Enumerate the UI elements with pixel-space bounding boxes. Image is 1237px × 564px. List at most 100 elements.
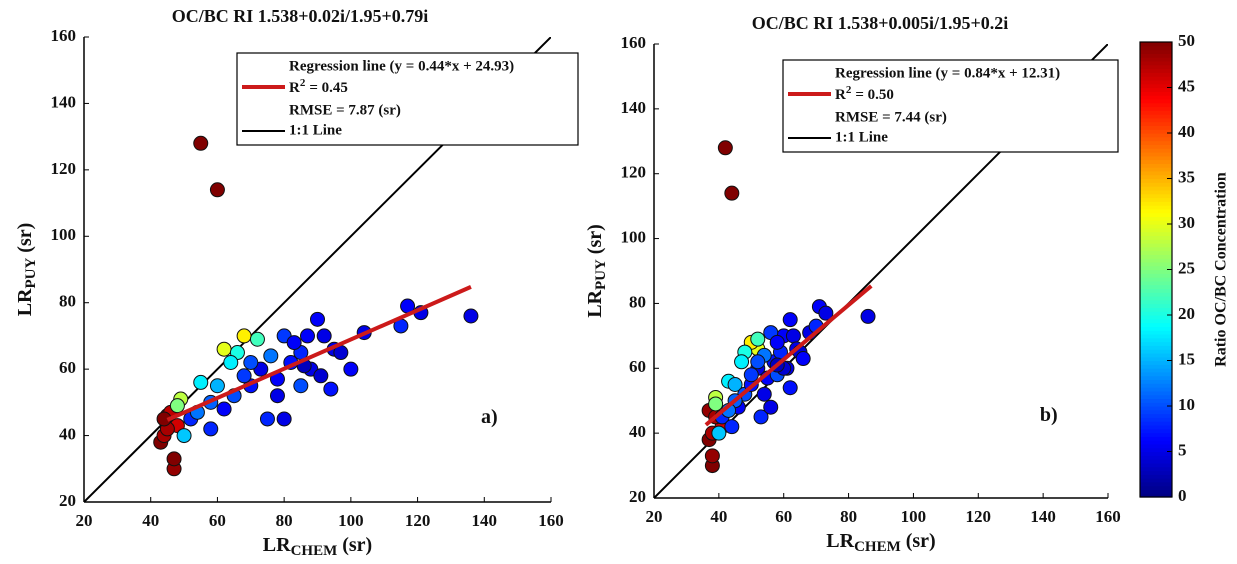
colorbar-slice xyxy=(1140,478,1172,483)
x-label-sub: CHEM xyxy=(854,539,901,555)
point xyxy=(209,182,225,198)
colorbar-slice xyxy=(1140,121,1172,127)
x-tick-label: 80 xyxy=(840,507,857,526)
colorbar-slice xyxy=(1140,451,1172,456)
colorbar-slice xyxy=(1140,311,1172,316)
colorbar-slice xyxy=(1140,318,1172,324)
colorbar-slice xyxy=(1140,189,1172,195)
y-tick-label: 160 xyxy=(621,33,647,52)
point xyxy=(316,328,332,344)
colorbar-label: Ratio OC/BC Concentration xyxy=(1213,172,1230,367)
lines-top xyxy=(704,284,873,427)
colorbar-slice xyxy=(1140,250,1172,255)
r2-text: = 0.50 xyxy=(855,87,894,103)
x-tick-label: 20 xyxy=(76,511,93,530)
colorbar-slice xyxy=(1140,136,1172,142)
colorbar-slice xyxy=(1140,424,1172,430)
colorbar-slice xyxy=(1140,216,1172,221)
colorbar-slice xyxy=(1140,322,1172,327)
colorbar-slice xyxy=(1140,110,1172,115)
legend-rmse: RMSE = 7.44 (sr) xyxy=(835,109,947,125)
colorbar-slice xyxy=(1140,163,1172,168)
x-label-sub: CHEM xyxy=(291,543,338,559)
point xyxy=(169,398,185,414)
y-tick-label: 140 xyxy=(621,98,647,117)
colorbar-slice xyxy=(1140,68,1172,73)
colorbar-slice xyxy=(1140,49,1172,54)
x-tick-label: 140 xyxy=(472,511,498,530)
point xyxy=(463,308,479,324)
panel-label: b) xyxy=(1040,404,1058,426)
colorbar-slice xyxy=(1140,269,1172,274)
y-tick-label: 120 xyxy=(51,159,77,178)
x-tick-label: 80 xyxy=(276,511,293,530)
point xyxy=(276,411,292,427)
point xyxy=(299,328,315,344)
point xyxy=(259,411,275,427)
colorbar-slice xyxy=(1140,299,1172,305)
colorbar-tick-label: 5 xyxy=(1178,440,1187,459)
point xyxy=(782,380,798,396)
y-tick-label: 40 xyxy=(59,424,76,443)
chart-title: OC/BC RI 1.538+0.005i/1.95+0.2i xyxy=(752,13,1009,33)
colorbar-slice xyxy=(1140,60,1172,66)
point xyxy=(753,409,769,425)
colorbar-slice xyxy=(1140,53,1172,58)
r2-sup: 2 xyxy=(300,77,306,89)
colorbar-slice xyxy=(1140,258,1172,263)
colorbar-slice xyxy=(1140,102,1172,108)
y-tick-label: 120 xyxy=(621,163,647,182)
colorbar-tick-label: 25 xyxy=(1178,258,1195,277)
colorbar-slice xyxy=(1140,197,1172,202)
point xyxy=(176,428,192,444)
legend: Regression line (y = 0.84*x + 12.31) R2 = … xyxy=(782,59,1119,153)
point xyxy=(313,368,329,384)
colorbar-tick-label: 30 xyxy=(1178,213,1195,232)
colorbar-slice xyxy=(1140,261,1172,267)
colorbar-slice xyxy=(1140,428,1172,434)
point xyxy=(763,399,779,415)
colorbar-slice xyxy=(1140,288,1172,293)
legend: Regression line (y = 0.44*x + 24.93) R2 = … xyxy=(236,52,579,146)
legend-label: Regression line (y = 0.44*x + 24.93) xyxy=(289,58,514,74)
colorbar-slice xyxy=(1140,352,1172,358)
point xyxy=(743,367,759,383)
point xyxy=(269,388,285,404)
colorbar-slice xyxy=(1140,140,1172,145)
colorbar-slice xyxy=(1140,182,1172,187)
y-tick-label: 80 xyxy=(59,292,76,311)
regression-line xyxy=(166,285,472,422)
colorbar-tick-label: 15 xyxy=(1178,349,1195,368)
colorbar-slice xyxy=(1140,341,1172,346)
colorbar-slice xyxy=(1140,349,1172,354)
colorbar-slice xyxy=(1140,148,1172,153)
colorbar-slice xyxy=(1140,303,1172,309)
colorbar-slice xyxy=(1140,356,1172,362)
colorbar-slice xyxy=(1140,402,1172,407)
point xyxy=(193,135,209,151)
x-tick-label: 40 xyxy=(710,507,727,526)
colorbar-slice xyxy=(1140,280,1172,286)
x-label-main: LR xyxy=(263,534,291,556)
colorbar-slice xyxy=(1140,186,1172,191)
colorbar-slice xyxy=(1140,296,1172,301)
x-axis-label: LRCHEM (sr) xyxy=(826,530,935,556)
colorbar-slice xyxy=(1140,481,1172,487)
colorbar-slice xyxy=(1140,371,1172,377)
x-tick-label: 140 xyxy=(1030,507,1056,526)
colorbar-slice xyxy=(1140,208,1172,214)
x-tick-label: 120 xyxy=(405,511,431,530)
chart-title: OC/BC RI 1.538+0.02i/1.95+0.79i xyxy=(172,6,429,26)
y-label-unit: (sr) xyxy=(584,224,606,254)
point xyxy=(216,341,232,357)
point xyxy=(343,361,359,377)
colorbar-slice xyxy=(1140,368,1172,373)
colorbar: 0 5 10 15 20 25 30 35 40 45 50 Ratio OC/BC Concentr… xyxy=(1139,31,1230,505)
colorbar-slice xyxy=(1140,83,1172,89)
regression-line xyxy=(704,284,873,427)
colorbar-slice xyxy=(1140,167,1172,172)
colorbar-slice xyxy=(1140,170,1172,176)
colorbar-slice xyxy=(1140,87,1172,92)
point xyxy=(782,312,798,328)
r2-sup: 2 xyxy=(846,84,852,96)
